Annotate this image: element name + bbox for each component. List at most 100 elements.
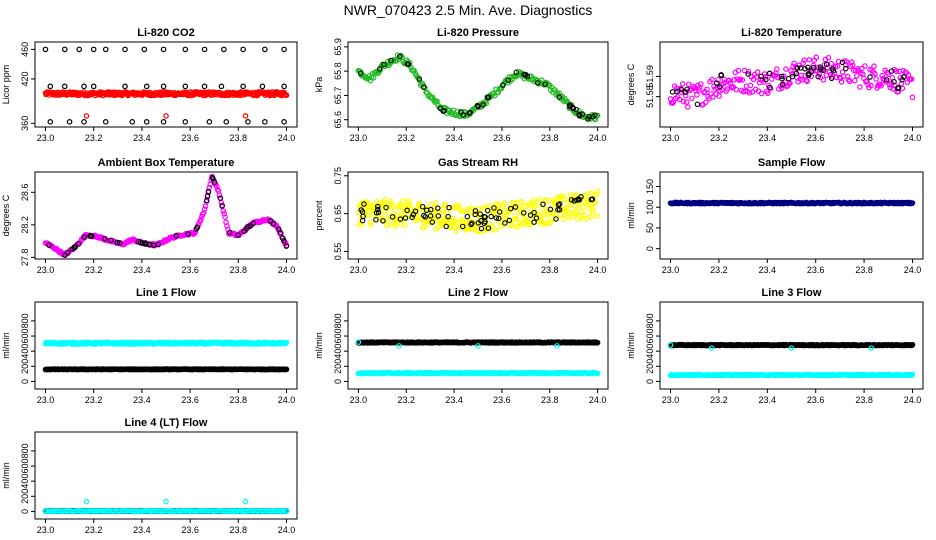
- data-point: [422, 214, 429, 220]
- x-tick-label: 23.0: [350, 265, 368, 275]
- data-point: [542, 81, 548, 88]
- data-point: [573, 106, 579, 113]
- data-point: [467, 205, 474, 212]
- y-tick-label: 200: [645, 359, 655, 374]
- data-point: [201, 83, 208, 90]
- data-point: [281, 46, 287, 53]
- x-tick-label: 23.6: [493, 133, 511, 143]
- plot-frame: [34, 41, 298, 128]
- data-point: [213, 183, 220, 190]
- data-point: [565, 214, 572, 221]
- data-point: [357, 70, 364, 77]
- data-point: [61, 83, 68, 90]
- data-point: [779, 73, 785, 80]
- data-point: [553, 216, 559, 222]
- data-point: [163, 113, 169, 119]
- data-point: [83, 498, 90, 505]
- data-point: [397, 216, 404, 222]
- x-tick-label: 23.4: [133, 133, 151, 143]
- data-point: [724, 86, 731, 92]
- data-point: [226, 229, 233, 236]
- data-point: [754, 69, 761, 75]
- y-tick-label: 28.6: [20, 184, 30, 202]
- data-point: [240, 83, 246, 90]
- data-point: [560, 193, 566, 200]
- data-point: [482, 214, 488, 220]
- data-point: [820, 77, 827, 83]
- data-point: [403, 208, 410, 214]
- data-point: [429, 219, 436, 225]
- y-tick-label: 200: [20, 359, 30, 374]
- data-point: [445, 213, 451, 220]
- x-tick-label: 23.8: [855, 395, 873, 405]
- x-tick-label: 23.0: [662, 395, 680, 405]
- data-point: [503, 213, 510, 220]
- data-point: [871, 63, 877, 70]
- y-axis-label: ml/min: [1, 332, 11, 359]
- data-point: [716, 93, 722, 99]
- data-point: [584, 191, 591, 197]
- data-point: [474, 102, 481, 109]
- data-point: [493, 215, 500, 221]
- data-point: [736, 77, 743, 83]
- y-tick-label: 50: [645, 223, 655, 233]
- data-point: [435, 205, 441, 211]
- x-tick-label: 23.6: [181, 525, 199, 535]
- data-point: [502, 220, 508, 226]
- data-point: [872, 70, 878, 77]
- data-point: [281, 119, 287, 125]
- data-point: [210, 176, 216, 182]
- y-tick-label: 360: [20, 116, 30, 131]
- x-tick-label: 23.8: [855, 133, 873, 143]
- x-tick-label: 23.4: [759, 395, 777, 405]
- data-point: [496, 215, 502, 222]
- x-tick-label: 23.0: [350, 395, 368, 405]
- y-tick-label: 400: [20, 474, 30, 489]
- data-point: [435, 213, 442, 219]
- data-point: [367, 222, 374, 228]
- data-point: [432, 200, 439, 206]
- data-point: [411, 67, 417, 74]
- y-axis-label: degrees C: [626, 63, 636, 105]
- plot-frame: [347, 41, 609, 128]
- x-tick-label: 24.0: [589, 265, 607, 275]
- data-point: [75, 241, 82, 247]
- data-point: [459, 223, 466, 230]
- plot-frame: [34, 171, 298, 260]
- x-tick-label: 24.0: [278, 395, 296, 405]
- data-point: [102, 119, 109, 125]
- data-point: [247, 223, 253, 229]
- x-tick-label: 23.6: [181, 395, 199, 405]
- data-point: [838, 79, 845, 85]
- plot-frame: [34, 301, 298, 390]
- data-point: [480, 102, 486, 108]
- data-point: [356, 222, 362, 228]
- data-point: [718, 72, 724, 79]
- data-point: [764, 90, 771, 97]
- data-point: [221, 210, 227, 217]
- data-point: [143, 119, 150, 125]
- data-point: [538, 218, 545, 224]
- data-point: [505, 77, 511, 83]
- y-tick-label: 0: [645, 246, 655, 251]
- data-point: [139, 240, 146, 246]
- data-point: [594, 188, 601, 195]
- data-point: [66, 119, 73, 125]
- data-point: [146, 241, 153, 248]
- series-reference-high: [42, 46, 287, 53]
- data-point: [358, 221, 365, 227]
- y-tick-label: 600: [20, 459, 30, 474]
- data-point: [701, 89, 707, 96]
- series-reference-mid: [47, 83, 287, 90]
- data-point: [368, 219, 374, 225]
- data-point: [676, 96, 683, 103]
- data-point: [129, 119, 136, 125]
- data-point: [800, 60, 806, 66]
- data-point: [704, 86, 710, 93]
- data-point: [397, 203, 404, 210]
- data-point: [450, 215, 457, 222]
- data-point: [817, 66, 824, 72]
